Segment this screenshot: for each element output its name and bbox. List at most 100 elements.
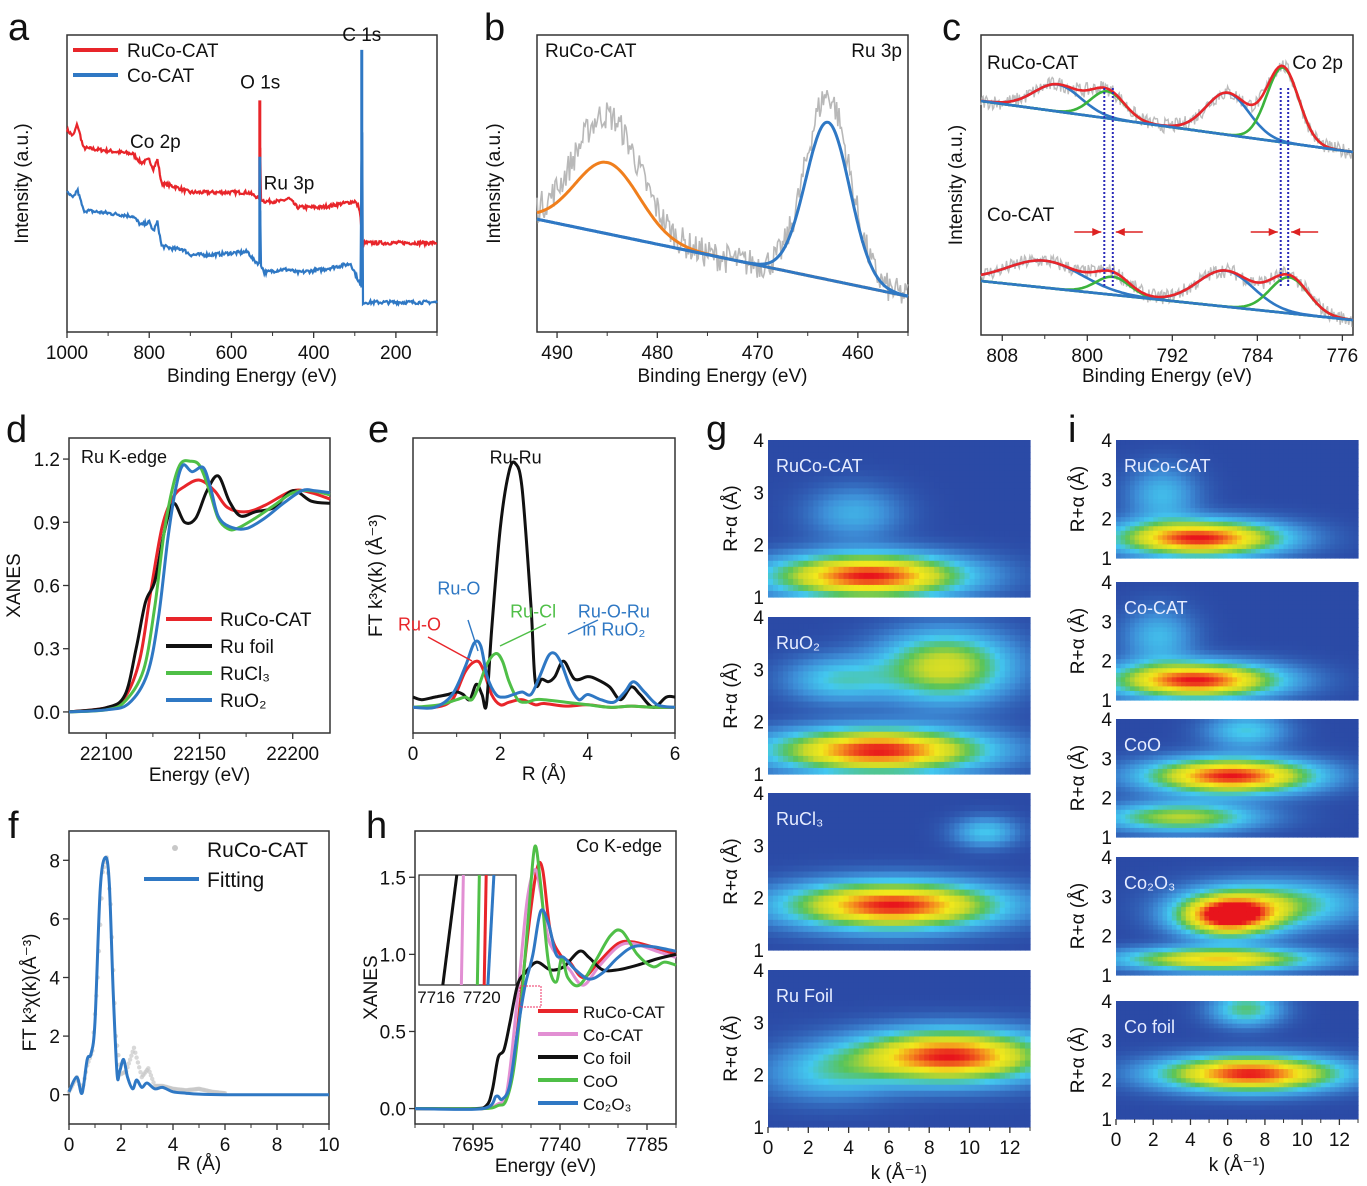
heat-cell (883, 767, 890, 775)
heat-cell (999, 635, 1006, 642)
heat-cell (823, 970, 830, 977)
heat-cell (893, 889, 900, 897)
heat-cell (944, 865, 950, 873)
heat-cell (853, 653, 860, 660)
heat-cell (848, 665, 855, 672)
heat-cell (828, 1084, 835, 1092)
heat-cell (1009, 811, 1016, 818)
heat-cell (999, 841, 1006, 848)
heat-cell (1019, 677, 1026, 685)
heat-cell (883, 725, 890, 733)
heat-cell (793, 590, 799, 598)
heat-cell (818, 988, 825, 995)
heat-cell (1004, 883, 1011, 891)
heat-cell (899, 811, 905, 818)
heat-cell (899, 530, 905, 538)
heat-cell (914, 835, 920, 842)
heat-cell (798, 847, 804, 854)
heat-cell (813, 713, 819, 721)
heat-cell (828, 889, 835, 897)
heat-cell (919, 883, 925, 891)
heat-cell (868, 1102, 875, 1110)
heat-cell (868, 470, 875, 477)
heat-cell (878, 665, 885, 672)
heat-cell (893, 641, 900, 648)
heat-cell (984, 853, 991, 861)
heat-cell (914, 865, 920, 873)
heat-cell (964, 859, 971, 867)
heat-cell (979, 647, 986, 654)
heat-cell (838, 530, 845, 538)
heat-cell (878, 617, 885, 624)
heat-cell (858, 440, 865, 447)
heat-cell (949, 713, 956, 721)
heat-cell (853, 761, 860, 769)
heat-cell (828, 566, 835, 574)
heat-cell (944, 919, 950, 927)
heat-cell (914, 524, 920, 532)
heat-cell (788, 767, 794, 775)
heat-cell (868, 482, 875, 489)
heat-cell (949, 512, 956, 520)
heat-cell (858, 590, 865, 598)
heat-cell (853, 671, 860, 678)
heat-cell (863, 590, 870, 598)
heat-cell (843, 482, 850, 489)
heat-cell (803, 749, 809, 757)
heat-cell (944, 506, 950, 514)
heat-cell (994, 835, 1001, 842)
heat-cell (868, 578, 875, 586)
heat-cell (904, 470, 910, 477)
heat-cell (848, 976, 855, 983)
heat-cell (979, 440, 986, 447)
heat-cell (878, 470, 885, 477)
heat-cell (833, 506, 840, 514)
heat-cell (994, 500, 1001, 508)
heat-cell (909, 578, 915, 586)
heat-cell (798, 901, 804, 909)
heat-cell (813, 970, 819, 977)
heat-cell (798, 1090, 804, 1098)
heat-cell (793, 476, 799, 483)
heat-cell (1009, 743, 1016, 751)
heat-cell (858, 572, 865, 580)
heat-cell (929, 488, 935, 495)
heat-cell (863, 470, 870, 477)
heat-cell (959, 506, 966, 514)
heat-cell (919, 635, 925, 642)
heat-cell (909, 488, 915, 495)
heat-cell (999, 548, 1006, 556)
heat-cell (833, 1120, 840, 1128)
heat-cell (858, 659, 865, 666)
heat-cell (768, 530, 774, 538)
heat-cell (939, 731, 945, 739)
heat-cell (1014, 506, 1021, 514)
heat-cell (888, 925, 895, 933)
heat-cell (808, 617, 814, 624)
heat-cell (924, 440, 930, 447)
heat-cell (843, 518, 850, 526)
heat-cell (848, 1114, 855, 1122)
heat-cell (1024, 725, 1031, 733)
heat-cell (984, 584, 991, 592)
heat-cell (793, 743, 799, 751)
heat-cell (788, 925, 794, 933)
heat-cell (803, 731, 809, 739)
heat-cell (773, 635, 779, 642)
heat-cell (904, 671, 910, 678)
heat-cell (833, 542, 840, 550)
heat-cell (833, 943, 840, 951)
heat-cell (1009, 494, 1016, 501)
heat-cell (1014, 464, 1021, 471)
heat-cell (909, 755, 915, 763)
heat-cell (788, 853, 794, 861)
heat-cell (788, 1120, 794, 1128)
heat-cell (1004, 584, 1011, 592)
heat-cell (919, 512, 925, 520)
heat-cell (773, 943, 779, 951)
heat-cell (788, 560, 794, 568)
heat-cell (888, 737, 895, 745)
y-tick-label: 0.0 (34, 703, 60, 724)
heat-cell (883, 707, 890, 715)
heat-cell (813, 560, 819, 568)
